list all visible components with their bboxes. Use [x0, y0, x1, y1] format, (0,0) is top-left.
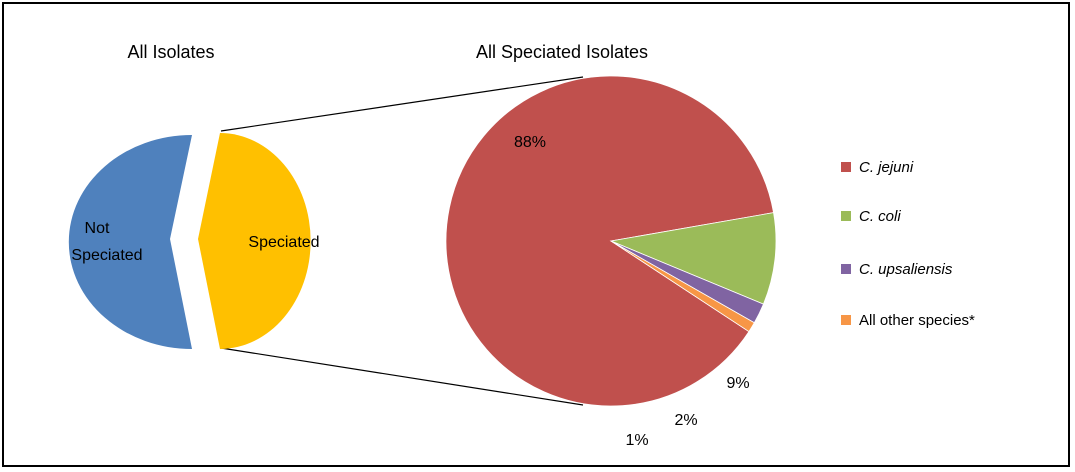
legend-label-c-upsaliensis: C. upsaliensis	[859, 261, 953, 278]
speciated-label: Speciated	[248, 234, 319, 251]
legend: C. jejuni C. coli C. upsaliensis All oth…	[841, 159, 975, 329]
legend-swatch-c-upsaliensis	[841, 264, 851, 274]
legend-label-c-jejuni: C. jejuni	[859, 159, 914, 176]
legend-swatch-c-jejuni	[841, 162, 851, 172]
pie-slice-not-speciated	[68, 135, 192, 349]
left-pie-title: All Isolates	[127, 42, 214, 62]
legend-label-c-coli: C. coli	[859, 208, 901, 225]
right-pie-title: All Speciated Isolates	[476, 42, 648, 62]
connector-line-bottom	[220, 347, 584, 406]
data-label-c-upsaliensis: 2%	[674, 412, 697, 429]
pie-slice-speciated	[198, 133, 311, 349]
legend-label-other-species: All other species*	[859, 312, 975, 329]
data-label-c-coli: 9%	[726, 375, 749, 392]
pie-slice-all-other-species	[610, 240, 755, 333]
connector-line-top	[220, 76, 584, 132]
data-label-other-species: 1%	[625, 432, 648, 449]
legend-swatch-c-coli	[841, 211, 851, 221]
data-label-c-jejuni: 88%	[514, 134, 546, 151]
pie-slice-c-coli	[609, 212, 777, 305]
not-speciated-label-line1: Not	[85, 220, 110, 237]
pie-slice-c-jejuni	[445, 75, 775, 407]
legend-swatch-other-species	[841, 315, 851, 325]
not-speciated-label-line2: Speciated	[71, 247, 142, 264]
right-pie	[445, 75, 777, 407]
